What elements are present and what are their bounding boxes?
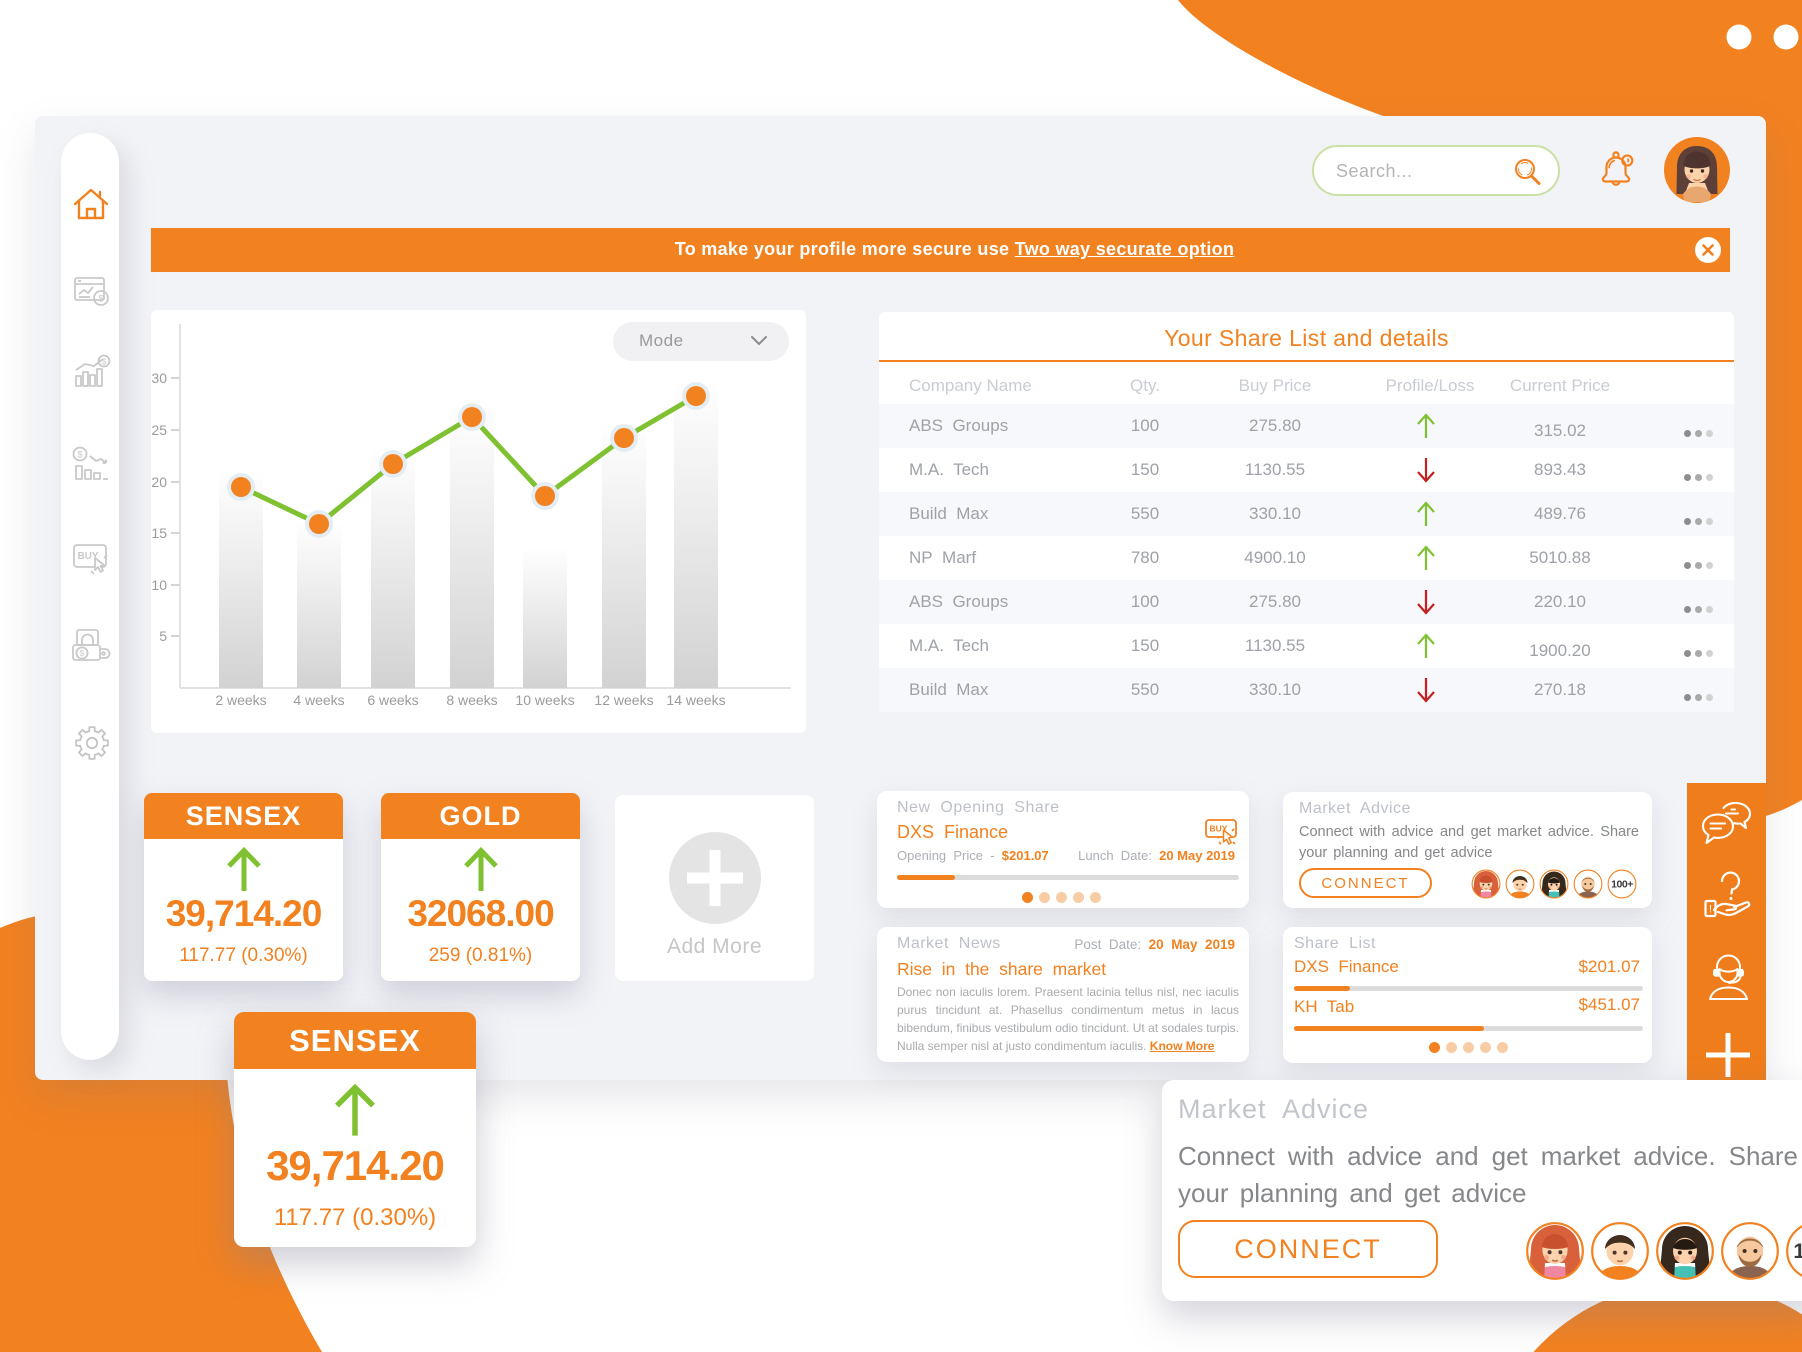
- svg-text:20: 20: [151, 474, 167, 490]
- svg-text:30: 30: [151, 370, 167, 386]
- svg-text:$: $: [77, 450, 82, 460]
- svg-text:2 weeks: 2 weeks: [215, 692, 266, 708]
- svg-text:$: $: [102, 358, 107, 367]
- svg-text:$: $: [98, 294, 103, 304]
- svg-text:5: 5: [159, 628, 167, 644]
- svg-text:10 weeks: 10 weeks: [515, 692, 574, 708]
- svg-text:6 weeks: 6 weeks: [367, 692, 418, 708]
- svg-text:10: 10: [151, 577, 167, 593]
- svg-text:4 weeks: 4 weeks: [293, 692, 344, 708]
- svg-text:12 weeks: 12 weeks: [594, 692, 653, 708]
- svg-text:$: $: [80, 649, 85, 658]
- svg-text:25: 25: [151, 422, 167, 438]
- svg-text:!: !: [1709, 904, 1712, 916]
- svg-text:14 weeks: 14 weeks: [666, 692, 725, 708]
- svg-text:BUY: BUY: [1210, 824, 1228, 834]
- svg-text:BUY: BUY: [77, 551, 98, 562]
- svg-text:8 weeks: 8 weeks: [446, 692, 497, 708]
- svg-text:15: 15: [151, 525, 167, 541]
